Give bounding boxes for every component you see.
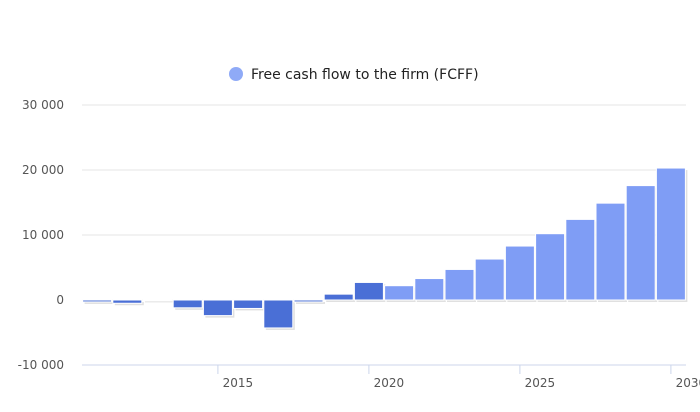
bar[interactable] (565, 218, 596, 301)
bar[interactable] (323, 293, 354, 301)
bar-shadow (145, 301, 174, 303)
bar[interactable] (384, 285, 415, 301)
bar[interactable] (82, 299, 113, 303)
y-tick-label: 0 (56, 293, 64, 307)
x-tick-label: 2020 (374, 376, 405, 390)
bar[interactable] (172, 299, 203, 309)
bar[interactable] (595, 202, 626, 301)
y-tick-label: 10 000 (22, 228, 64, 242)
bar[interactable] (353, 281, 384, 301)
bar[interactable] (414, 278, 445, 301)
bar[interactable] (625, 185, 656, 301)
y-tick-label: 30 000 (22, 98, 64, 112)
bars (82, 167, 688, 330)
y-tick-label: -10 000 (18, 358, 64, 372)
bar[interactable] (293, 299, 324, 303)
bar-shadow (296, 302, 325, 304)
bar[interactable] (504, 245, 535, 301)
bar[interactable] (655, 167, 686, 301)
bar[interactable] (112, 299, 143, 304)
bar[interactable] (142, 298, 173, 301)
legend-marker (229, 67, 243, 81)
legend-label: Free cash flow to the firm (FCFF) (251, 67, 479, 83)
bar[interactable] (233, 299, 264, 309)
y-tick-label: 20 000 (22, 163, 64, 177)
x-tick-label: 2025 (525, 376, 556, 390)
bar[interactable] (535, 233, 566, 301)
bar-shadow (84, 302, 114, 304)
bar[interactable] (444, 268, 475, 301)
y-axis-labels: -10 000 0 10 000 20 000 30 000 (18, 98, 64, 372)
bar[interactable] (263, 299, 294, 329)
legend[interactable]: Free cash flow to the firm (FCFF) (229, 67, 479, 83)
x-tick-label: 2030 (676, 376, 700, 390)
bar[interactable] (474, 258, 505, 301)
x-axis: 2015 2020 2025 2030 (82, 364, 700, 390)
bar[interactable] (202, 299, 233, 317)
x-tick-label: 2015 (223, 376, 254, 390)
